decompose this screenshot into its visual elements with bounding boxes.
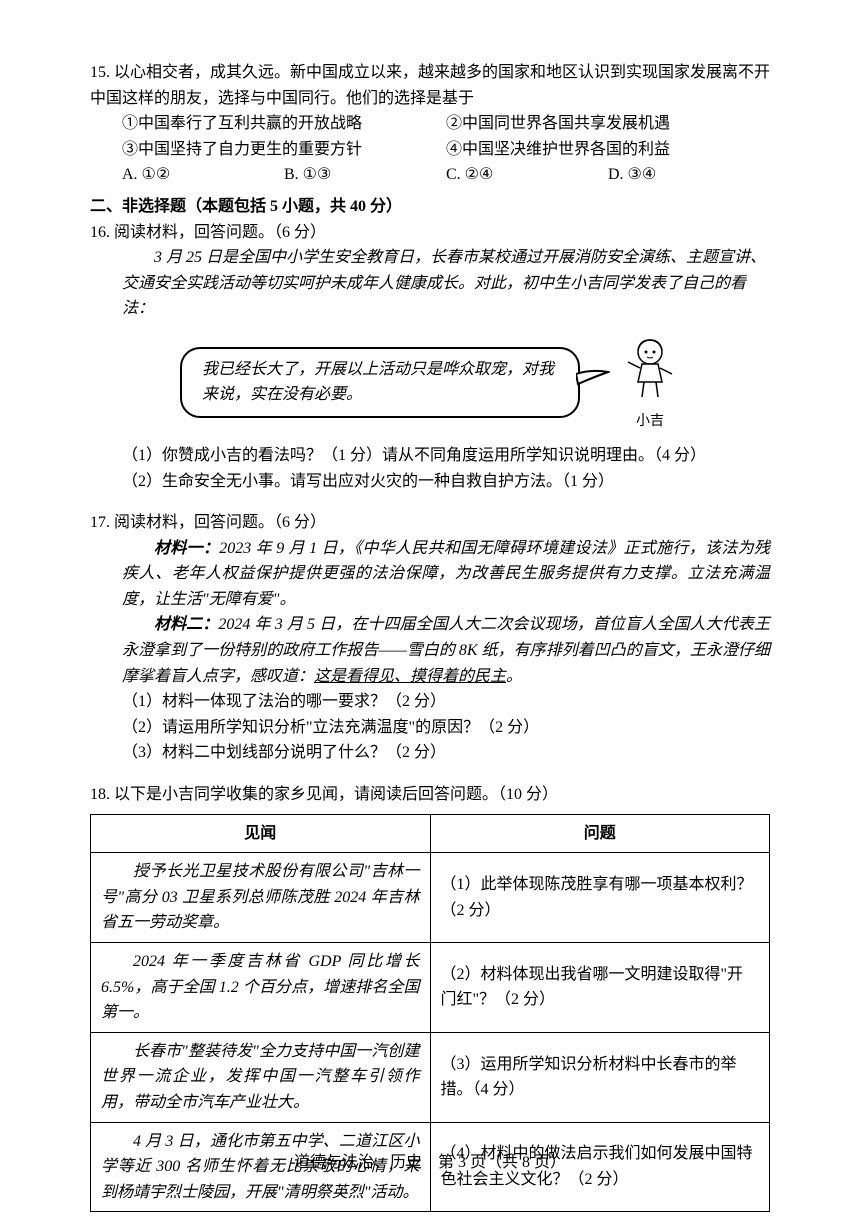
q15-D: D. ③④ — [608, 162, 770, 188]
q16-title: 16. 阅读材料，回答问题。（6 分） — [90, 220, 770, 246]
page-footer: 道德与法治、历史 第 3 页（共 8 页） — [0, 1150, 860, 1176]
q15-stem: 15. 以心相交者，成其久远。新中国成立以来，越来越多的国家和地区认识到实现国家… — [90, 60, 770, 111]
question-18: 18. 以下是小吉同学收集的家乡见闻，请阅读后回答问题。（10 分） 见闻 问题… — [90, 782, 770, 1212]
speech-text: 我已经长大了，开展以上活动只是哗众取宠，对我来说，实在没有必要。 — [202, 361, 554, 404]
q15-opt3: ③中国坚持了自力更生的重要方针 — [122, 137, 446, 163]
q17-m1: 材料一：2023 年 9 月 1 日，《中华人民共和国无障碍环境建设法》正式施行… — [90, 536, 770, 613]
th-jianwen: 见闻 — [91, 814, 431, 853]
speech-bubble: 我已经长大了，开展以上活动只是哗众取宠，对我来说，实在没有必要。 — [180, 347, 580, 418]
r1c2: （1）此举体现陈茂胜享有哪一项基本权利？（2 分） — [430, 853, 770, 943]
q16-sub1: （1）你赞成小吉的看法吗？（1 分）请从不同角度运用所学知识说明理由。（4 分） — [90, 443, 770, 469]
q17-title: 17. 阅读材料，回答问题。（6 分） — [90, 510, 770, 536]
q17-m1-text: 2023 年 9 月 1 日，《中华人民共和国无障碍环境建设法》正式施行，该法为… — [122, 540, 770, 608]
q15-letter-options: A. ①② B. ①③ C. ②④ D. ③④ — [90, 162, 770, 188]
q17-sub1: （1）材料一体现了法治的哪一要求？（2 分） — [90, 689, 770, 715]
q17-m2-text-b: 。 — [506, 668, 522, 685]
question-15: 15. 以心相交者，成其久远。新中国成立以来，越来越多的国家和地区认识到实现国家… — [90, 60, 770, 188]
speech-container: 我已经长大了，开展以上活动只是哗众取宠，对我来说，实在没有必要。 小吉 — [90, 332, 770, 433]
r3c1: 长春市"整装待发"全力支持中国一汽创建世界一流企业，发挥中国一汽整车引领作用，带… — [91, 1032, 431, 1122]
q16-sub2: （2）生命安全无小事。请写出应对火灾的一种自救自护方法。（1 分） — [90, 469, 770, 495]
q15-opt1: ①中国奉行了互利共赢的开放战略 — [122, 111, 446, 137]
th-wenti: 问题 — [430, 814, 770, 853]
question-17: 17. 阅读材料，回答问题。（6 分） 材料一：2023 年 9 月 1 日，《… — [90, 510, 770, 766]
q15-A: A. ①② — [122, 162, 284, 188]
r2c1: 2024 年一季度吉林省 GDP 同比增长 6.5%，高于全国 1.2 个百分点… — [91, 943, 431, 1033]
q17-sub3: （3）材料二中划线部分说明了什么？（2 分） — [90, 740, 770, 766]
q17-sub2: （2）请运用所学知识分析"立法充满温度"的原因？（2 分） — [90, 715, 770, 741]
q15-statements-row1: ①中国奉行了互利共赢的开放战略 ②中国同世界各国共享发展机遇 — [90, 111, 770, 137]
speech-tail-icon — [576, 369, 610, 389]
section-2-title: 二、非选择题（本题包括 5 小题，共 40 分） — [90, 194, 770, 220]
q15-B: B. ①③ — [284, 162, 446, 188]
question-16: 16. 阅读材料，回答问题。（6 分） 3 月 25 日是全国中小学生安全教育日… — [90, 220, 770, 495]
table-row: 2024 年一季度吉林省 GDP 同比增长 6.5%，高于全国 1.2 个百分点… — [91, 943, 770, 1033]
q18-title: 18. 以下是小吉同学收集的家乡见闻，请阅读后回答问题。（10 分） — [90, 782, 770, 808]
q17-m2: 材料二：2024 年 3 月 5 日，在十四届全国人大二次会议现场，首位盲人全国… — [90, 612, 770, 689]
table-row: 长春市"整装待发"全力支持中国一汽创建世界一流企业，发挥中国一汽整车引领作用，带… — [91, 1032, 770, 1122]
q15-C: C. ②④ — [446, 162, 608, 188]
q15-opt4: ④中国坚决维护世界各国的利益 — [446, 137, 770, 163]
character: 小吉 — [620, 332, 680, 433]
r1c1: 授予长光卫星技术股份有限公司"吉林一号"高分 03 卫星系列总师陈茂胜 2024… — [91, 853, 431, 943]
r2c2: （2）材料体现出我省哪一文明建设取得"开门红"？（2 分） — [430, 943, 770, 1033]
q17-m2-underline: 这是看得见、摸得着的民主 — [314, 668, 506, 685]
r3c2: （3）运用所学知识分析材料中长春市的举措。（4 分） — [430, 1032, 770, 1122]
child-icon — [620, 332, 680, 402]
q17-m1-label: 材料一： — [154, 540, 219, 557]
q17-m2-label: 材料二： — [154, 616, 218, 633]
table-row: 授予长光卫星技术股份有限公司"吉林一号"高分 03 卫星系列总师陈茂胜 2024… — [91, 853, 770, 943]
q15-opt2: ②中国同世界各国共享发展机遇 — [446, 111, 770, 137]
table-header-row: 见闻 问题 — [91, 814, 770, 853]
character-label: 小吉 — [620, 411, 680, 433]
q15-statements-row2: ③中国坚持了自力更生的重要方针 ④中国坚决维护世界各国的利益 — [90, 137, 770, 163]
q16-para: 3 月 25 日是全国中小学生安全教育日，长春市某校通过开展消防安全演练、主题宣… — [90, 245, 770, 322]
